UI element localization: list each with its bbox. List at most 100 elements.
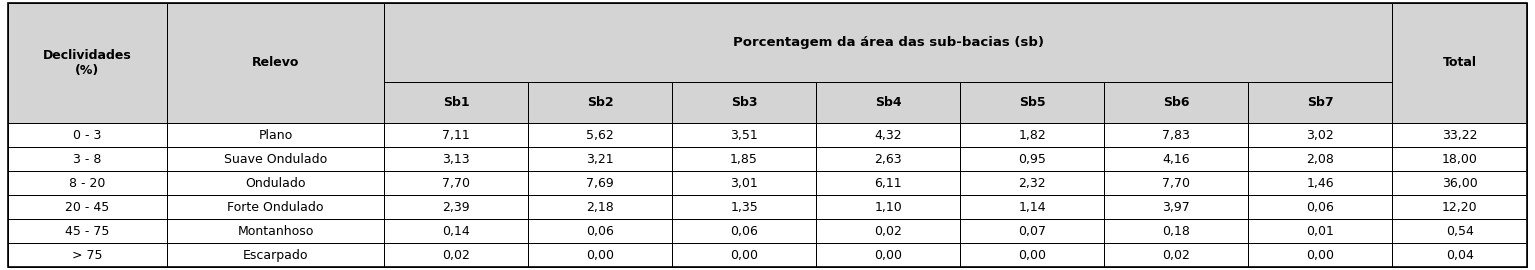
Text: 0 - 3: 0 - 3 bbox=[74, 129, 101, 141]
Text: 0,06: 0,06 bbox=[731, 225, 758, 238]
Bar bbox=[1392, 3, 1527, 123]
Bar bbox=[1248, 147, 1392, 171]
Text: 0,06: 0,06 bbox=[586, 225, 614, 238]
Text: 0,01: 0,01 bbox=[1306, 225, 1334, 238]
Text: 0,14: 0,14 bbox=[442, 225, 470, 238]
Bar bbox=[384, 219, 528, 243]
Bar bbox=[167, 171, 384, 195]
Bar bbox=[167, 147, 384, 171]
Text: 0,06: 0,06 bbox=[1306, 201, 1334, 214]
Text: 33,22: 33,22 bbox=[1441, 129, 1477, 141]
Bar bbox=[1248, 123, 1392, 147]
Text: 1,85: 1,85 bbox=[731, 153, 758, 166]
Bar bbox=[528, 82, 672, 123]
Bar bbox=[817, 82, 959, 123]
Text: 0,02: 0,02 bbox=[442, 249, 470, 262]
Bar bbox=[8, 147, 167, 171]
Bar bbox=[384, 82, 528, 123]
Bar bbox=[1248, 82, 1392, 123]
Text: 2,63: 2,63 bbox=[875, 153, 903, 166]
Bar bbox=[8, 171, 1527, 195]
Text: Sb5: Sb5 bbox=[1019, 96, 1045, 109]
Bar bbox=[672, 243, 817, 267]
Text: > 75: > 75 bbox=[72, 249, 103, 262]
Text: 3,01: 3,01 bbox=[731, 177, 758, 190]
Bar bbox=[167, 123, 384, 147]
Bar bbox=[167, 219, 384, 243]
Bar bbox=[384, 147, 528, 171]
Bar bbox=[8, 243, 167, 267]
Bar bbox=[817, 123, 959, 147]
Bar bbox=[528, 147, 672, 171]
Text: 6,11: 6,11 bbox=[875, 177, 903, 190]
Bar bbox=[1104, 123, 1248, 147]
Text: Plano: Plano bbox=[258, 129, 293, 141]
Bar bbox=[672, 82, 817, 123]
Bar bbox=[817, 243, 959, 267]
Text: 45 - 75: 45 - 75 bbox=[66, 225, 109, 238]
Bar bbox=[8, 219, 167, 243]
Text: 0,18: 0,18 bbox=[1162, 225, 1190, 238]
Text: 3,51: 3,51 bbox=[731, 129, 758, 141]
Bar bbox=[1248, 171, 1392, 195]
Bar bbox=[672, 82, 817, 123]
Text: 0,54: 0,54 bbox=[1446, 225, 1474, 238]
Text: 0,02: 0,02 bbox=[1162, 249, 1190, 262]
Text: 0,00: 0,00 bbox=[731, 249, 758, 262]
Text: Relevo: Relevo bbox=[252, 56, 299, 69]
Text: 0,00: 0,00 bbox=[1306, 249, 1334, 262]
Text: 8 - 20: 8 - 20 bbox=[69, 177, 106, 190]
Text: 7,70: 7,70 bbox=[442, 177, 470, 190]
Text: 7,11: 7,11 bbox=[442, 129, 470, 141]
Bar bbox=[1104, 219, 1248, 243]
Bar bbox=[672, 147, 817, 171]
Bar bbox=[1104, 171, 1248, 195]
Bar bbox=[384, 171, 528, 195]
Text: 0,00: 0,00 bbox=[586, 249, 614, 262]
Bar bbox=[1104, 195, 1248, 219]
Bar bbox=[8, 3, 167, 123]
Bar bbox=[817, 82, 959, 123]
Bar bbox=[672, 219, 817, 243]
Text: 3,97: 3,97 bbox=[1162, 201, 1190, 214]
Bar bbox=[528, 171, 672, 195]
Bar bbox=[8, 171, 167, 195]
Text: 3 - 8: 3 - 8 bbox=[74, 153, 101, 166]
Text: 0,00: 0,00 bbox=[873, 249, 903, 262]
Bar bbox=[1392, 147, 1527, 171]
Text: 18,00: 18,00 bbox=[1441, 153, 1478, 166]
Text: Declividades
(%): Declividades (%) bbox=[43, 49, 132, 77]
Text: 1,35: 1,35 bbox=[731, 201, 758, 214]
Bar bbox=[8, 195, 1527, 219]
Bar bbox=[1248, 219, 1392, 243]
Bar bbox=[1392, 123, 1527, 147]
Bar bbox=[1104, 243, 1248, 267]
Text: Sb7: Sb7 bbox=[1306, 96, 1334, 109]
Bar bbox=[1104, 147, 1248, 171]
Bar bbox=[8, 123, 167, 147]
Bar bbox=[1104, 82, 1248, 123]
Bar bbox=[8, 219, 1527, 243]
Bar bbox=[528, 243, 672, 267]
Text: Ondulado: Ondulado bbox=[246, 177, 305, 190]
Text: Sb6: Sb6 bbox=[1164, 96, 1190, 109]
Text: 2,32: 2,32 bbox=[1018, 177, 1045, 190]
Text: 0,04: 0,04 bbox=[1446, 249, 1474, 262]
Bar bbox=[959, 243, 1104, 267]
Text: 12,20: 12,20 bbox=[1441, 201, 1478, 214]
Text: 1,82: 1,82 bbox=[1018, 129, 1045, 141]
Bar bbox=[817, 219, 959, 243]
Bar bbox=[167, 3, 384, 123]
Bar bbox=[959, 82, 1104, 123]
Bar bbox=[167, 243, 384, 267]
Text: Escarpado: Escarpado bbox=[243, 249, 309, 262]
Bar bbox=[1248, 243, 1392, 267]
Bar bbox=[528, 195, 672, 219]
Bar bbox=[8, 3, 167, 123]
Bar bbox=[1248, 82, 1392, 123]
Text: 3,21: 3,21 bbox=[586, 153, 614, 166]
Bar bbox=[817, 195, 959, 219]
Text: 3,02: 3,02 bbox=[1306, 129, 1334, 141]
Text: 1,10: 1,10 bbox=[875, 201, 903, 214]
Bar bbox=[959, 171, 1104, 195]
